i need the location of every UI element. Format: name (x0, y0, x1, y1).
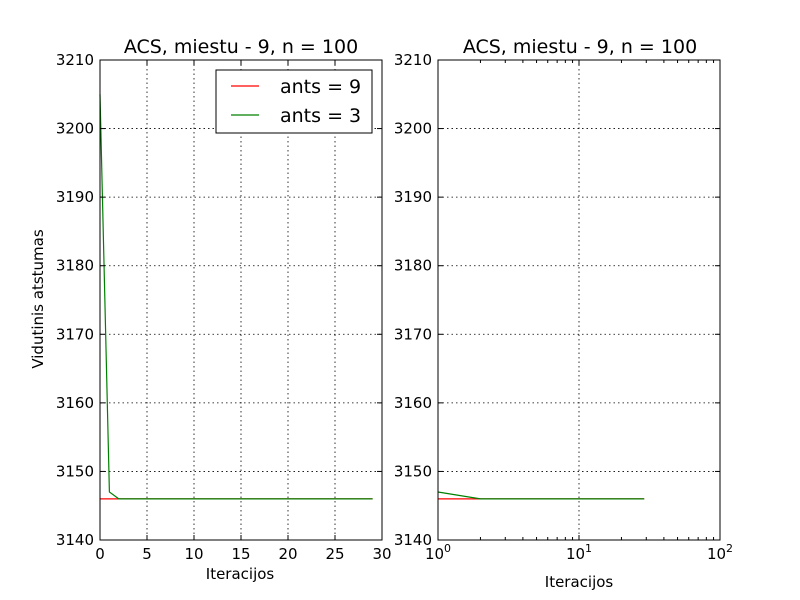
y-tick-label: 3210 (394, 51, 432, 69)
left-chart-title: ACS, miestu - 9, n = 100 (124, 36, 358, 58)
legend: ants = 9 ants = 3 (215, 69, 373, 134)
y-tick-label: 3150 (56, 462, 94, 480)
y-tick-label: 3170 (394, 325, 432, 343)
y-tick-label: 3180 (56, 257, 94, 275)
y-tick-label: 3180 (394, 257, 432, 275)
x-tick-label: 30 (372, 545, 391, 563)
x-tick-label: 15 (231, 545, 250, 563)
left-chart-series (99, 94, 373, 500)
x-tick-label: 20 (278, 545, 297, 563)
y-tick-label: 3200 (394, 120, 432, 138)
right-chart-title: ACS, miestu - 9, n = 100 (463, 36, 697, 58)
legend-box (215, 69, 373, 134)
right-chart-ticks: 100 101 1023140315031603170318031903200321… (394, 51, 733, 563)
x-tick-exponent: 1 (585, 542, 592, 555)
left-chart-ticks: 0 5 10 15 20 25 30 3140 3150 3160 3170 3180 3190 3200… (56, 51, 392, 563)
series-line-ants-3 (437, 491, 645, 500)
x-tick-label: 0 (95, 545, 105, 563)
y-tick-label: 3200 (56, 120, 94, 138)
right-chart-frame (437, 59, 721, 541)
y-tick-label: 3160 (56, 394, 94, 412)
x-tick-label: 25 (325, 545, 344, 563)
y-tick-label: 3160 (394, 394, 432, 412)
y-tick-label: 3190 (56, 188, 94, 206)
series-line-ants-3 (99, 94, 373, 500)
legend-label-ants-9: ants = 9 (280, 76, 361, 98)
left-chart-x-axis-label: Iteracijos (206, 565, 275, 583)
x-tick-exponent: 2 (726, 542, 733, 555)
right-chart-x-axis-label: Iteracijos (545, 573, 614, 591)
y-tick-label: 3190 (394, 188, 432, 206)
x-tick-label: 5 (142, 545, 152, 563)
x-tick-exponent: 0 (444, 542, 451, 555)
y-tick-label: 3150 (394, 462, 432, 480)
x-tick-label: 10 (184, 545, 203, 563)
y-tick-label: 3210 (56, 51, 94, 69)
right-chart-series (437, 491, 645, 500)
right-chart-grid (438, 60, 720, 540)
y-tick-label: 3170 (56, 325, 94, 343)
legend-label-ants-3: ants = 3 (280, 105, 361, 127)
left-chart-frame (99, 59, 383, 541)
left-chart-y-axis-label: Vidutinis atstumas (29, 229, 47, 369)
left-chart: ACS, miestu - 9, n = 100 Iteracijos Vidu… (29, 36, 392, 583)
y-tick-label: 3140 (56, 531, 94, 549)
right-chart: ACS, miestu - 9, n = 100 Iteracijos 100 1… (394, 36, 733, 591)
y-tick-label: 3140 (394, 531, 432, 549)
